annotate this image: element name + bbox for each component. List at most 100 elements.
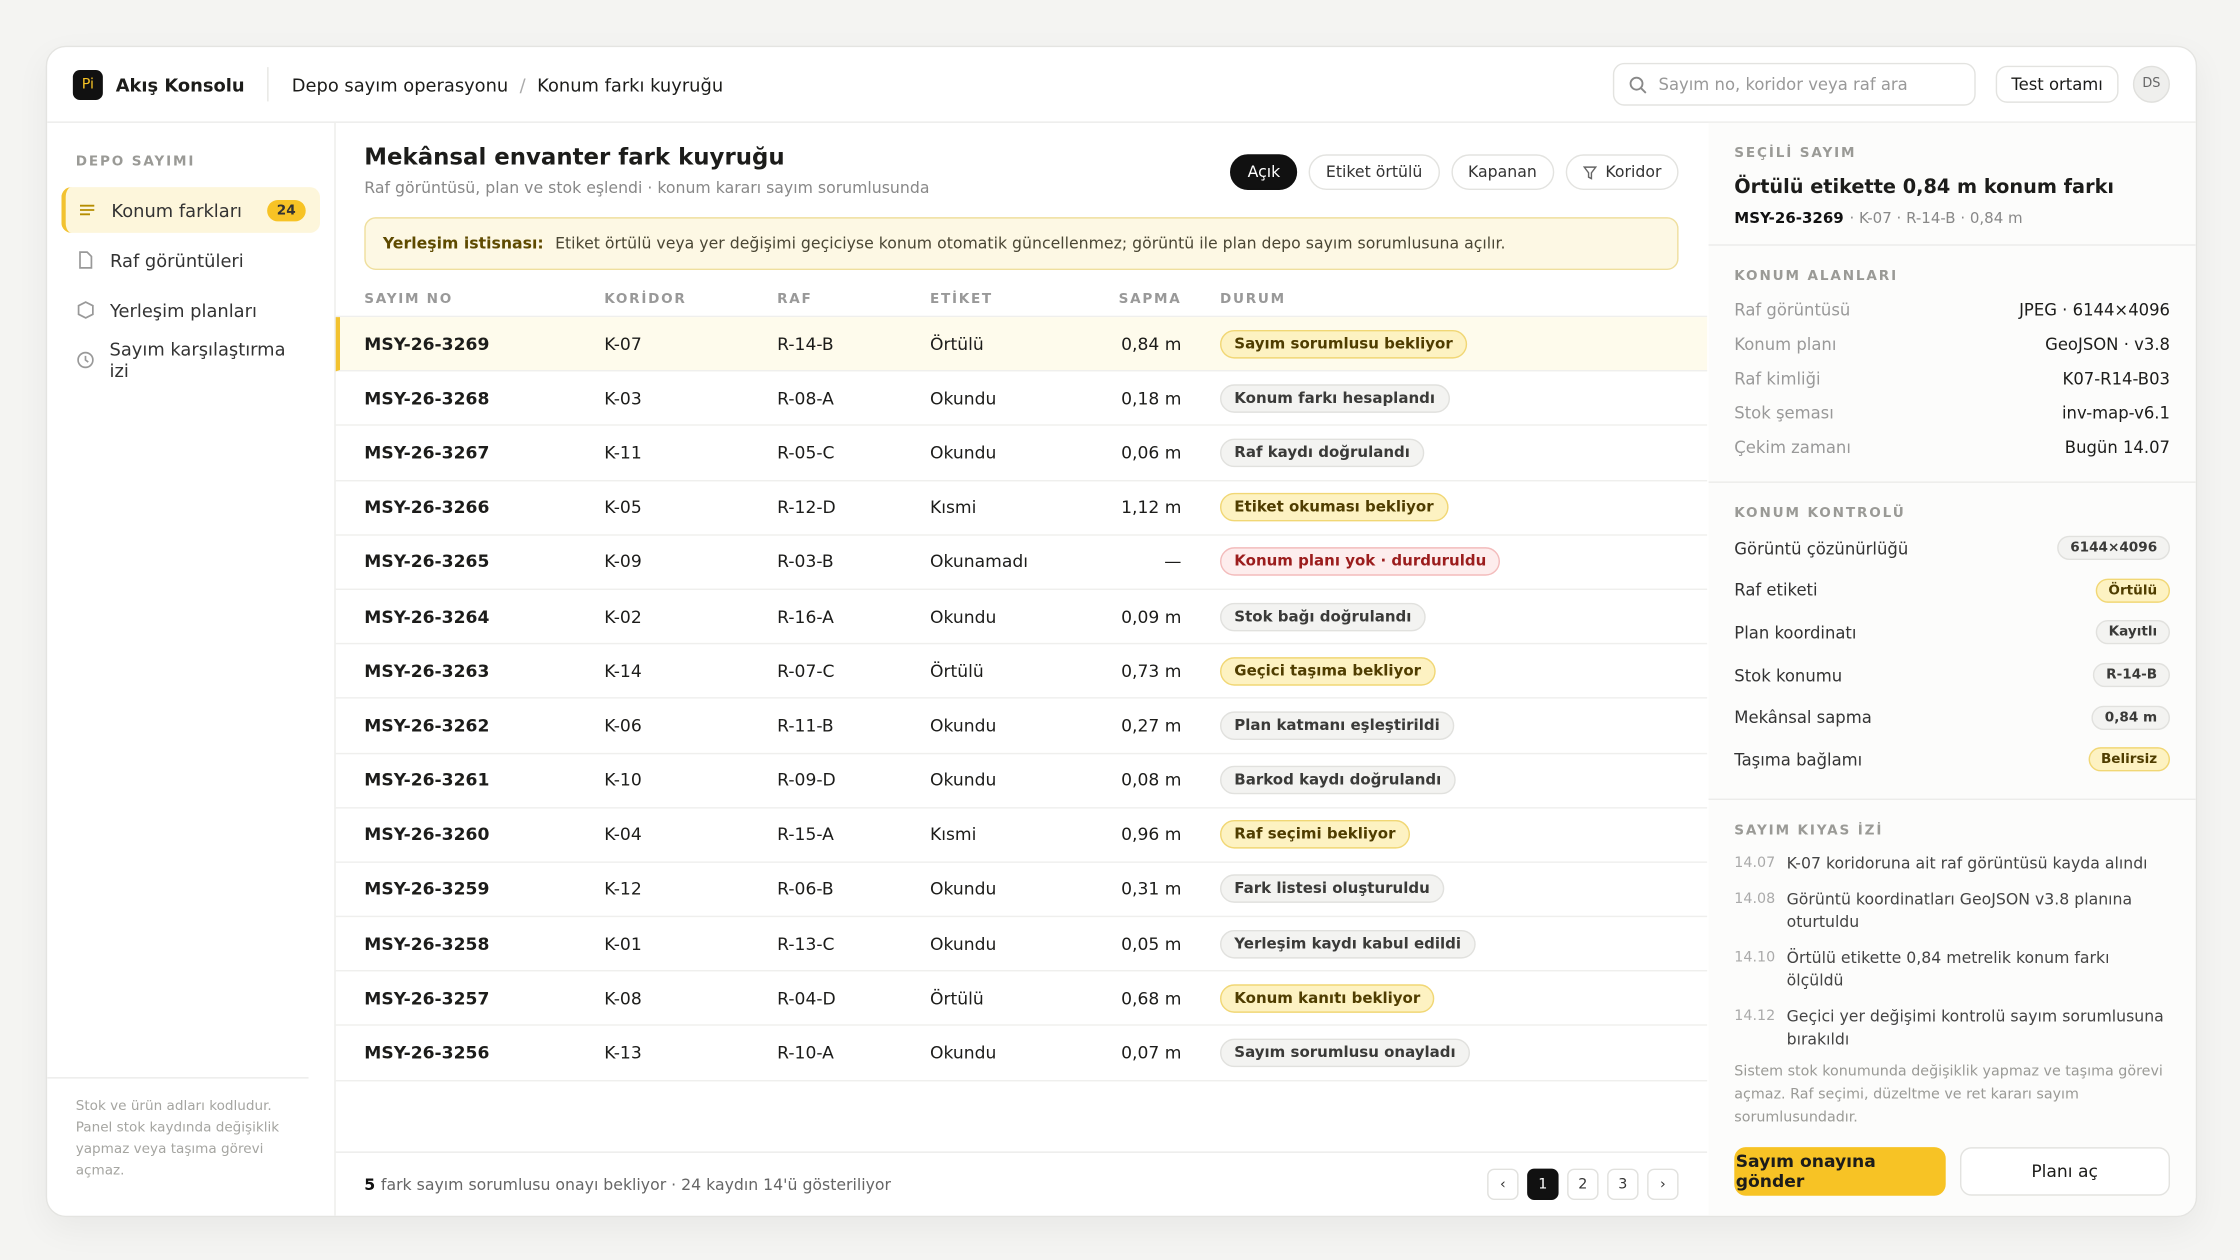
table-row[interactable]: MSY-26-3267 K-11 R-05-C Okundu 0,06 m Raf kay…: [335, 426, 1708, 481]
table-row[interactable]: MSY-26-3268 K-03 R-08-A Okundu 0,18 m Konum f…: [335, 372, 1708, 427]
table-row[interactable]: MSY-26-3256 K-13 R-10-A Okundu 0,07 m Sayım s…: [335, 1026, 1708, 1081]
deviation: 0,09 m: [1121, 606, 1182, 627]
trace-text: Geçici yer değişimi kontrolü sayım sorum…: [1786, 1006, 2164, 1048]
checks-block: KONUM KONTROLÜ Görüntü çözünürlüğü 6144×4…: [1708, 483, 2196, 800]
section-label: KONUM ALANLARI: [1734, 268, 1899, 285]
status-cell: Konum farkı hesaplandı: [1181, 383, 1450, 413]
field-value: K07-R14-B03: [2062, 368, 2170, 389]
rack: R-13-C: [777, 933, 835, 954]
deviation: —: [1164, 551, 1182, 572]
corridor: K-03: [604, 388, 642, 409]
corridor: K-14: [604, 661, 642, 682]
status-pill: Yerleşim kaydı kabul edildi: [1219, 929, 1476, 959]
check-pill: 0,84 m: [2091, 705, 2170, 730]
trace-text: Görüntü koordinatları GeoJSON v3.8 planı…: [1786, 889, 2133, 931]
filter-button[interactable]: Kapanan: [1450, 154, 1554, 190]
status-cell: Fark listesi oluşturuldu: [1181, 874, 1445, 904]
detail-meta-text: · K-07 · R-14-B · 0,84 m: [1849, 209, 2023, 228]
nav-item[interactable]: Konum farkları 24: [61, 187, 320, 233]
rack: R-16-A: [777, 606, 834, 627]
status-pill: Sayım sorumlusu bekliyor: [1219, 329, 1468, 358]
filters: Açık Etiket örtülü Kapanan Koridor: [1230, 154, 1679, 190]
field-value: Bugün 14.07: [2064, 437, 2170, 458]
field-row: Çekim zamanı Bugün 14.07: [1734, 430, 2170, 464]
deviation: 1,12 m: [1121, 497, 1182, 518]
check-pill: Örtülü: [2095, 578, 2170, 603]
deviation: 0,27 m: [1121, 715, 1182, 736]
page-button[interactable]: ‹: [1487, 1168, 1519, 1200]
selected-block: SEÇİLİ SAYIM Örtülü etikette 0,84 m konu…: [1708, 123, 2196, 246]
alert-label: Yerleşim istisnası:: [382, 234, 544, 253]
table-row[interactable]: MSY-26-3263 K-14 R-07-C Örtülü 0,73 m Geçici …: [335, 644, 1708, 700]
filter-button[interactable]: Koridor: [1565, 154, 1679, 190]
count-id: MSY-26-3263: [364, 661, 490, 682]
table: SAYIM NO KORİDOR RAF ETİKET SAPMA DURUM MSY-26…: [335, 283, 1708, 1081]
status-pill: Konum farkı hesaplandı: [1219, 383, 1450, 413]
filter-label: Kapanan: [1468, 162, 1537, 182]
column-header: SAPMA: [1118, 291, 1182, 308]
filter-label: Etiket örtülü: [1325, 162, 1423, 182]
column-header: KORİDOR: [604, 291, 687, 308]
rack: R-15-A: [777, 824, 834, 845]
nav-item[interactable]: Sayım karşılaştırma izi: [61, 337, 320, 383]
detail-id: MSY-26-3269: [1734, 209, 1844, 228]
page-button[interactable]: 3: [1607, 1168, 1639, 1200]
filter-button[interactable]: Açık: [1230, 154, 1298, 190]
trace-item: 14.08 Görüntü koordinatları GeoJSON v3.8 …: [1734, 888, 2170, 934]
filter-button[interactable]: Etiket örtülü: [1308, 154, 1440, 190]
status-cell: Barkod kaydı doğrulandı: [1181, 765, 1456, 795]
table-row[interactable]: MSY-26-3266 K-05 R-12-D Kısmi 1,12 m Etiket o…: [335, 481, 1708, 536]
trace-block: SAYIM KIYAS İZİ 14.07 K-07 koridoruna ait…: [1709, 799, 2196, 1080]
table-footer: 5 fark sayım sorumlusu onayı bekliyor · …: [335, 1151, 1708, 1215]
deviation: 0,18 m: [1121, 388, 1182, 409]
page-button[interactable]: ›: [1647, 1168, 1679, 1200]
table-row[interactable]: MSY-26-3262 K-06 R-11-B Okundu 0,27 m Plan ka…: [335, 699, 1708, 754]
status-pill: Konum planı yok · durduruldu: [1219, 547, 1501, 577]
rack: R-07-C: [777, 661, 835, 682]
main-title: Mekânsal envanter fark kuyruğu: [364, 142, 785, 170]
section-label: KONUM KONTROLÜ: [1734, 505, 1906, 522]
nav-item[interactable]: Raf görüntüleri: [61, 237, 320, 283]
page-button[interactable]: 2: [1567, 1168, 1599, 1200]
primary-button[interactable]: Sayım onayına gönder: [1734, 1147, 1945, 1196]
pending-count: 5: [364, 1174, 376, 1194]
env-button[interactable]: Test ortamı: [1995, 65, 2119, 103]
check-pill: 6144×4096: [2057, 536, 2170, 561]
nav-item[interactable]: Yerleşim planları: [61, 287, 320, 333]
trace-time: 14.12: [1734, 1007, 1776, 1024]
secondary-button[interactable]: Planı aç: [1959, 1147, 2170, 1196]
status-pill: Raf kaydı doğrulandı: [1219, 438, 1425, 468]
table-row[interactable]: MSY-26-3257 K-08 R-04-D Örtülü 0,68 m Konum k…: [335, 972, 1708, 1027]
table-row[interactable]: MSY-26-3259 K-12 R-06-B Okundu 0,31 m Fark li…: [335, 863, 1708, 918]
trace-item: 14.10 Örtülü etikette 0,84 metrelik konum…: [1734, 947, 2170, 993]
field-row: Raf görüntüsü JPEG · 6144×4096: [1734, 293, 2170, 327]
search-box[interactable]: Sayım no, koridor veya raf ara: [1612, 62, 1976, 106]
table-row[interactable]: MSY-26-3269 K-07 R-14-B Örtülü 0,84 m Sayım s…: [335, 317, 1708, 372]
label-state: Okunamadı: [929, 551, 1028, 572]
nav-label: Sayım karşılaştırma izi: [109, 338, 286, 382]
deviation: 0,07 m: [1121, 1042, 1182, 1063]
crumb[interactable]: Depo sayım operasyonu: [291, 73, 509, 95]
table-row[interactable]: MSY-26-3264 K-02 R-16-A Okundu 0,09 m Stok ba…: [335, 590, 1708, 645]
nav-label: Konum farkları: [111, 199, 243, 221]
label-state: Okundu: [929, 606, 997, 627]
field-row: Raf kimliği K07-R14-B03: [1734, 361, 2170, 395]
table-row[interactable]: MSY-26-3260 K-04 R-15-A Kısmi 0,96 m Raf seçi…: [335, 808, 1708, 863]
table-row[interactable]: MSY-26-3261 K-10 R-09-D Okundu 0,08 m Barkod …: [335, 754, 1708, 809]
page-button[interactable]: 1: [1527, 1168, 1559, 1200]
deviation: 0,96 m: [1121, 824, 1182, 845]
avatar[interactable]: DS: [2132, 65, 2170, 103]
table-row[interactable]: MSY-26-3258 K-01 R-13-C Okundu 0,05 m Yerleşi…: [335, 917, 1708, 972]
field-key: Raf kimliği: [1734, 368, 1821, 389]
label-state: Okundu: [929, 442, 997, 463]
status-cell: Konum planı yok · durduruldu: [1181, 547, 1501, 577]
section-label: DEPO SAYIMI: [75, 154, 196, 170]
filter-label: Koridor: [1605, 162, 1662, 182]
table-row[interactable]: MSY-26-3265 K-09 R-03-B Okunamadı — Konum pla…: [335, 535, 1708, 590]
check-label: Mekânsal sapma: [1734, 707, 1872, 728]
actions: Sayım onayına gönder Planı aç: [1734, 1147, 2170, 1196]
label-state: Örtülü: [929, 333, 984, 354]
alert: Yerleşim istisnası: Etiket örtülü veya y…: [364, 217, 1679, 270]
column-header: RAF: [777, 291, 813, 308]
